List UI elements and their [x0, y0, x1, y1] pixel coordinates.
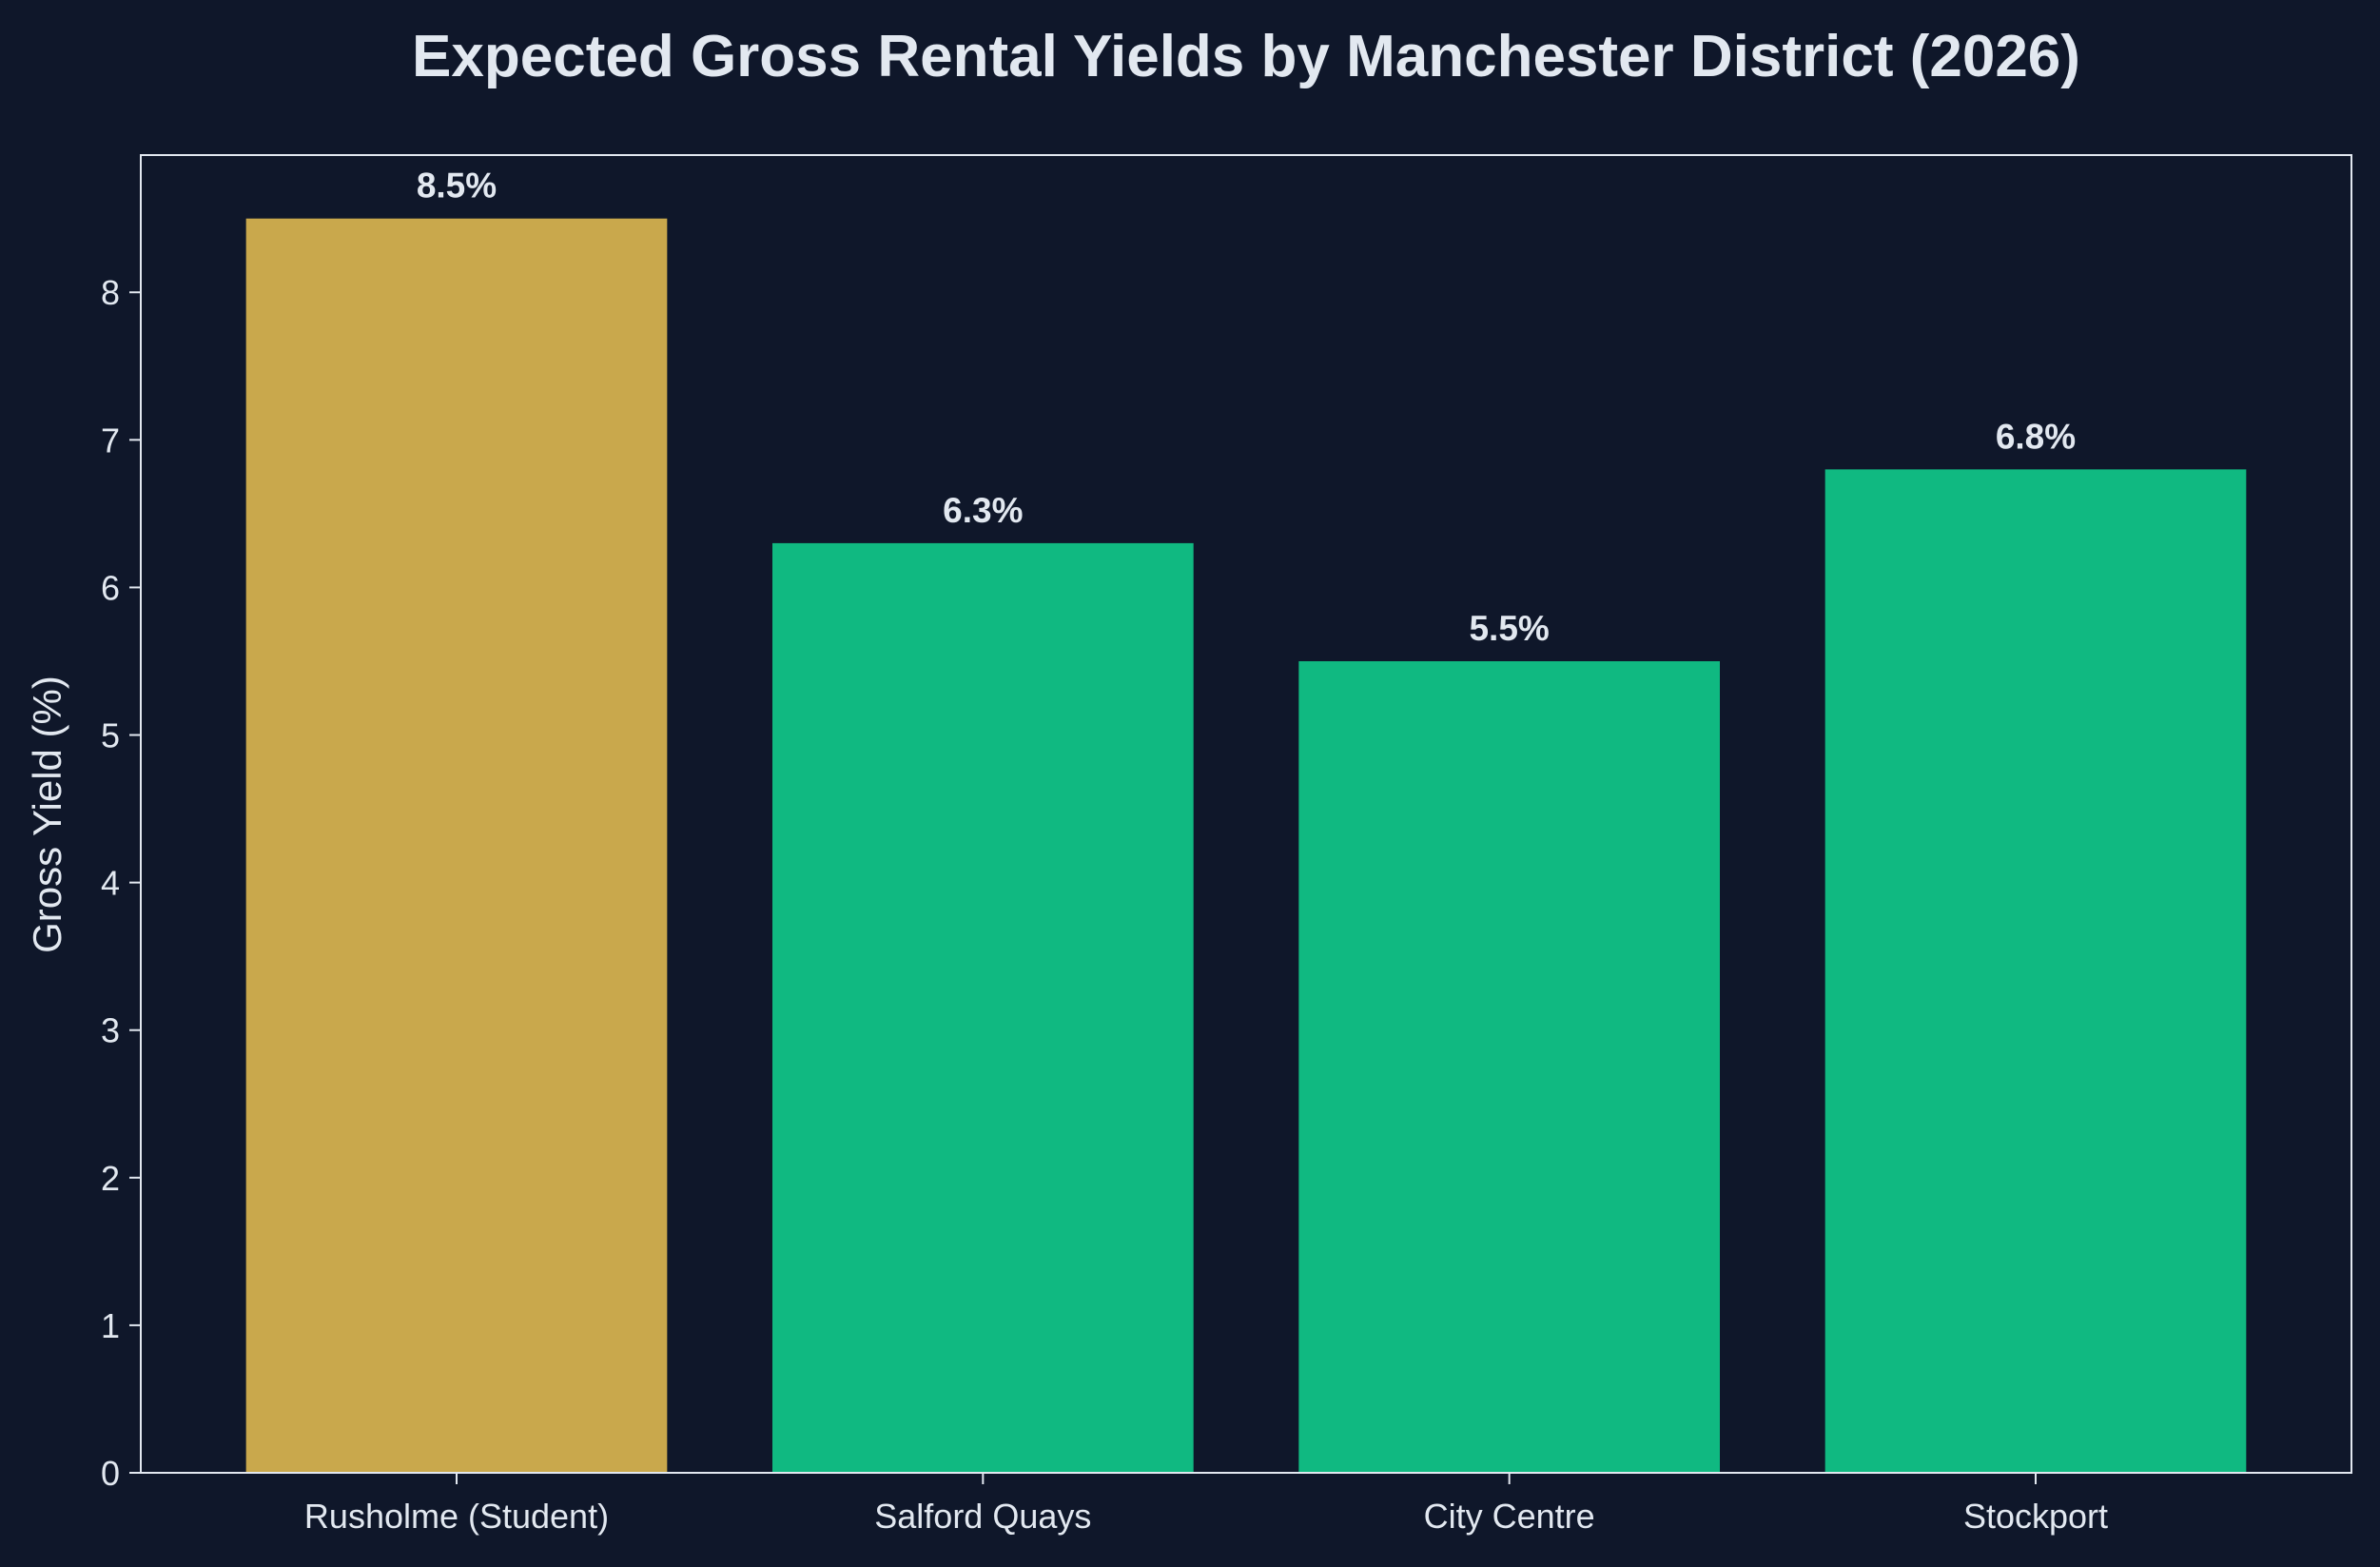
- bar-value-label: 8.5%: [417, 166, 497, 206]
- y-tick-label: 0: [101, 1454, 120, 1493]
- bar-series: [245, 218, 2247, 1474]
- y-tick-label: 2: [101, 1159, 120, 1198]
- bar-value-label: 6.3%: [943, 491, 1023, 530]
- y-tick-label: 8: [101, 273, 120, 312]
- bar-value-labels: 8.5% 6.3% 5.5% 6.8%: [417, 166, 2076, 648]
- y-tick-label: 3: [101, 1011, 120, 1050]
- y-tick-label: 4: [101, 864, 120, 903]
- plot-frame: [140, 154, 2352, 1474]
- bar-value-label: 5.5%: [1469, 609, 1549, 648]
- bar-0: [245, 218, 668, 1474]
- x-tick-label: Rusholme (Student): [304, 1497, 609, 1536]
- x-tick-label: Salford Quays: [874, 1497, 1091, 1536]
- y-tick-label: 6: [101, 568, 120, 607]
- y-axis-ticks: 0 1 2 3 4 5 6 7 8: [101, 273, 141, 1493]
- x-tick-label: City Centre: [1424, 1497, 1595, 1536]
- y-tick-label: 5: [101, 716, 120, 755]
- bar-2: [1298, 660, 1720, 1473]
- chart-title: Expected Gross Rental Yields by Manchest…: [412, 24, 2080, 89]
- y-tick-label: 1: [101, 1306, 120, 1345]
- bar-value-label: 6.8%: [1996, 417, 2076, 456]
- x-tick-label: Stockport: [1963, 1497, 2108, 1536]
- bar-1: [772, 542, 1194, 1473]
- y-tick-label: 7: [101, 421, 120, 460]
- bar-3: [1824, 469, 2247, 1473]
- y-axis-label: Gross Yield (%): [25, 676, 69, 953]
- x-axis-ticks: Rusholme (Student) Salford Quays City Cent…: [304, 1473, 2108, 1536]
